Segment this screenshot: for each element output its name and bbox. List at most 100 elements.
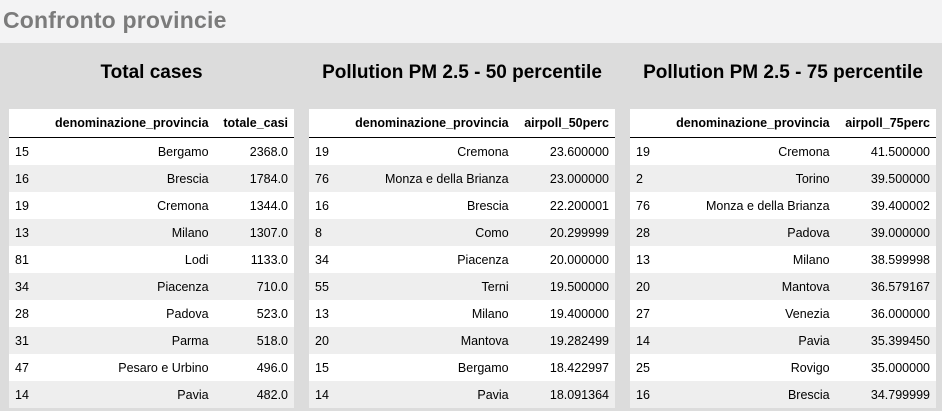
provincia-cell: Monza e della Brianza [705, 198, 830, 213]
value-cell: 19.500000 [514, 273, 615, 300]
pollution-75-table: denominazione_provincia airpoll_75perc 1… [630, 109, 936, 408]
value-cell: 20.299999 [514, 219, 615, 246]
table-row: 27 Venezia 36.000000 [630, 300, 936, 327]
row-index: 8 [309, 219, 343, 246]
table-row: 28 Padova 39.000000 [630, 219, 936, 246]
row-index: 16 [630, 381, 664, 408]
table-row: 55 Terni 19.500000 [309, 273, 615, 300]
table-row: 13 Milano 19.400000 [309, 300, 615, 327]
row-index: 16 [9, 165, 43, 192]
table-row: 76 Monza e della Brianza 39.400002 [630, 192, 936, 219]
row-index: 14 [630, 327, 664, 354]
table-row: 34 Piacenza 710.0 [9, 273, 294, 300]
row-index: 14 [309, 381, 343, 408]
value-cell: 34.799999 [835, 381, 936, 408]
table-row: 16 Brescia 1784.0 [9, 165, 294, 192]
row-index: 25 [636, 360, 650, 375]
row-index: 28 [15, 306, 29, 321]
table-row: 13 Milano 1307.0 [9, 219, 294, 246]
table-row: 19 Cremona 23.600000 [309, 138, 615, 166]
table-header-row: denominazione_provincia totale_casi [9, 109, 294, 138]
column-header-value: totale_casi [214, 109, 294, 138]
provincia-cell: Bergamo [457, 360, 509, 375]
provincia-cell: Pesaro e Urbino [118, 360, 209, 375]
provincia-cell: Brescia [43, 165, 215, 192]
value-cell: 23.600000 [549, 144, 609, 159]
value-cell: 36.579167 [835, 273, 936, 300]
provincia-cell: Terni [343, 273, 515, 300]
value-cell: 1307.0 [214, 219, 294, 246]
total-cases-title: Total cases [100, 62, 203, 83]
provincia-cell: Como [343, 219, 515, 246]
table-row: 34 Piacenza 20.000000 [309, 246, 615, 273]
value-cell: 20.000000 [549, 252, 609, 267]
value-cell: 1133.0 [250, 252, 288, 267]
table-row: 2 Torino 39.500000 [630, 165, 936, 192]
table-header-row: denominazione_provincia airpoll_75perc [630, 109, 936, 138]
table-row: 14 Pavia 18.091364 [309, 381, 615, 408]
table-row: 14 Pavia 35.399450 [630, 327, 936, 354]
table-row: 76 Monza e della Brianza 23.000000 [309, 165, 615, 192]
row-index: 34 [9, 273, 43, 300]
column-header-value: airpoll_75perc [835, 109, 936, 138]
value-cell: 19.282499 [514, 327, 615, 354]
row-index: 16 [315, 198, 329, 213]
provincia-cell: Piacenza [457, 252, 509, 267]
provincia-cell: Venezia [785, 306, 830, 321]
value-cell: 18.422997 [549, 360, 609, 375]
column-header-value: airpoll_50perc [514, 109, 615, 138]
value-cell: 19.400000 [549, 306, 609, 321]
provincia-cell: Parma [43, 327, 215, 354]
value-cell: 22.200001 [549, 198, 609, 213]
table-header-row: denominazione_provincia airpoll_50perc [309, 109, 615, 138]
column-header-provincia: denominazione_provincia [43, 109, 215, 138]
row-index: 13 [636, 252, 650, 267]
provincia-cell: Bergamo [157, 144, 209, 159]
table-row: 19 Cremona 41.500000 [630, 138, 936, 166]
table-row: 25 Rovigo 35.000000 [630, 354, 936, 381]
column-header-provincia: denominazione_provincia [664, 109, 836, 138]
row-index: 19 [315, 144, 329, 159]
row-index: 15 [15, 144, 29, 159]
provincia-cell: Milano [792, 252, 830, 267]
provincia-cell: Monza e della Brianza [343, 165, 515, 192]
row-index: 76 [309, 165, 343, 192]
value-cell: 39.500000 [835, 165, 936, 192]
pollution-50-title: Pollution PM 2.5 - 50 percentile [322, 62, 602, 83]
row-index: 81 [15, 252, 29, 267]
table-row: 15 Bergamo 2368.0 [9, 138, 294, 166]
provincia-cell: Piacenza [43, 273, 215, 300]
row-index: 28 [630, 219, 664, 246]
table-row: 14 Pavia 482.0 [9, 381, 294, 408]
row-index: 34 [315, 252, 329, 267]
value-cell: 518.0 [214, 327, 294, 354]
provincia-cell: Lodi [184, 252, 209, 267]
index-header [630, 109, 664, 138]
index-header [9, 109, 43, 138]
comparison-panel: Total cases denominazione_provincia tota… [0, 43, 942, 411]
value-cell: 496.0 [256, 360, 288, 375]
table-row: 13 Milano 38.599998 [630, 246, 936, 273]
total-cases-table: denominazione_provincia totale_casi 15 Be… [9, 109, 294, 408]
page-title: Confronto provincie [3, 7, 227, 33]
row-index: 20 [309, 327, 343, 354]
provincia-cell: Padova [664, 219, 836, 246]
table-row: 47 Pesaro e Urbino 496.0 [9, 354, 294, 381]
index-header [309, 109, 343, 138]
row-index: 19 [15, 198, 29, 213]
value-cell: 39.000000 [835, 219, 936, 246]
provincia-cell: Pavia [43, 381, 215, 408]
value-cell: 2368.0 [249, 144, 288, 159]
table-row: 81 Lodi 1133.0 [9, 246, 294, 273]
provincia-cell: Mantova [664, 273, 836, 300]
provincia-cell: Mantova [343, 327, 515, 354]
table-row: 20 Mantova 19.282499 [309, 327, 615, 354]
provincia-cell: Pavia [664, 327, 836, 354]
value-cell: 23.000000 [514, 165, 615, 192]
row-index: 47 [15, 360, 29, 375]
provincia-cell: Brescia [466, 198, 509, 213]
provincia-cell: Milano [471, 306, 509, 321]
table-row: 16 Brescia 34.799999 [630, 381, 936, 408]
value-cell: 18.091364 [514, 381, 615, 408]
value-cell: 523.0 [256, 306, 288, 321]
